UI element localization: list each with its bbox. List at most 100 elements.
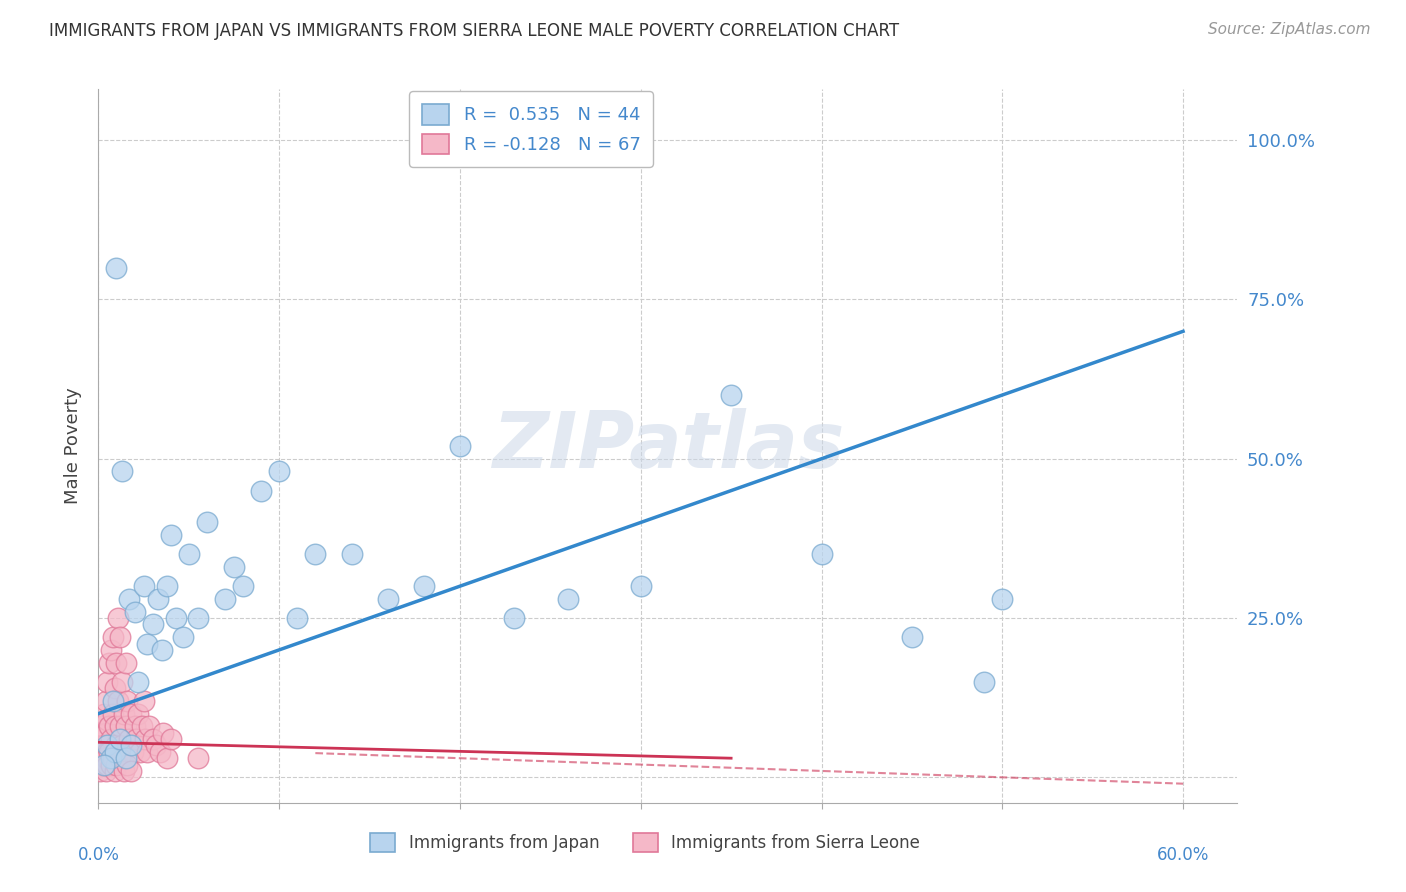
- Point: [114, 719, 136, 733]
- Point: [112, 764, 135, 778]
- Point: [104, 764, 127, 778]
- Point: [136, 745, 159, 759]
- Point: [269, 465, 291, 479]
- Point: [101, 706, 124, 721]
- Point: [630, 579, 652, 593]
- Point: [98, 719, 121, 733]
- Point: [142, 617, 165, 632]
- Point: [100, 732, 122, 747]
- Point: [146, 591, 169, 606]
- Point: [156, 751, 179, 765]
- Point: [93, 706, 115, 721]
- Point: [107, 694, 129, 708]
- Point: [120, 764, 142, 778]
- Point: [132, 579, 155, 593]
- Point: [93, 757, 115, 772]
- Point: [117, 757, 139, 772]
- Point: [100, 751, 122, 765]
- Point: [222, 560, 245, 574]
- Point: [94, 751, 117, 765]
- Point: [120, 706, 142, 721]
- Point: [101, 694, 124, 708]
- Point: [810, 547, 832, 561]
- Point: [93, 751, 115, 765]
- Text: Source: ZipAtlas.com: Source: ZipAtlas.com: [1208, 22, 1371, 37]
- Point: [412, 579, 434, 593]
- Point: [901, 630, 924, 644]
- Point: [124, 605, 146, 619]
- Point: [127, 674, 149, 689]
- Point: [187, 751, 209, 765]
- Point: [117, 694, 139, 708]
- Text: ZIPatlas: ZIPatlas: [492, 408, 844, 484]
- Point: [91, 751, 114, 765]
- Point: [91, 732, 114, 747]
- Point: [108, 732, 131, 747]
- Point: [503, 611, 526, 625]
- Point: [100, 757, 122, 772]
- Point: [89, 757, 111, 772]
- Point: [991, 591, 1014, 606]
- Point: [91, 719, 114, 733]
- Point: [98, 745, 121, 759]
- Point: [108, 719, 131, 733]
- Point: [156, 579, 179, 593]
- Point: [172, 630, 194, 644]
- Point: [214, 591, 236, 606]
- Point: [285, 611, 308, 625]
- Point: [94, 725, 117, 739]
- Point: [136, 636, 159, 650]
- Point: [973, 674, 995, 689]
- Point: [159, 732, 181, 747]
- Point: [114, 751, 136, 765]
- Point: [101, 630, 124, 644]
- Point: [125, 732, 148, 747]
- Legend: Immigrants from Japan, Immigrants from Sierra Leone: Immigrants from Japan, Immigrants from S…: [364, 826, 927, 859]
- Point: [111, 739, 134, 753]
- Point: [101, 751, 124, 765]
- Point: [250, 483, 273, 498]
- Point: [96, 713, 118, 727]
- Point: [100, 643, 122, 657]
- Point: [105, 739, 128, 753]
- Point: [142, 732, 165, 747]
- Point: [132, 694, 155, 708]
- Point: [377, 591, 399, 606]
- Point: [177, 547, 200, 561]
- Point: [118, 591, 141, 606]
- Point: [114, 656, 136, 670]
- Point: [94, 764, 117, 778]
- Point: [124, 719, 146, 733]
- Point: [720, 388, 742, 402]
- Point: [129, 745, 152, 759]
- Point: [98, 656, 121, 670]
- Point: [105, 757, 128, 772]
- Point: [165, 611, 187, 625]
- Text: IMMIGRANTS FROM JAPAN VS IMMIGRANTS FROM SIERRA LEONE MALE POVERTY CORRELATION C: IMMIGRANTS FROM JAPAN VS IMMIGRANTS FROM…: [49, 22, 900, 40]
- Text: 0.0%: 0.0%: [77, 846, 120, 863]
- Point: [149, 745, 172, 759]
- Point: [134, 732, 156, 747]
- Point: [112, 706, 135, 721]
- Point: [94, 694, 117, 708]
- Point: [121, 745, 143, 759]
- Point: [89, 764, 111, 778]
- Point: [557, 591, 579, 606]
- Point: [104, 681, 127, 695]
- Point: [152, 725, 174, 739]
- Point: [120, 739, 142, 753]
- Point: [89, 745, 111, 759]
- Point: [96, 757, 118, 772]
- Point: [93, 757, 115, 772]
- Point: [304, 547, 326, 561]
- Point: [150, 643, 173, 657]
- Point: [232, 579, 254, 593]
- Point: [340, 547, 363, 561]
- Point: [145, 739, 167, 753]
- Point: [96, 745, 118, 759]
- Point: [107, 611, 129, 625]
- Point: [187, 611, 209, 625]
- Point: [105, 260, 128, 275]
- Point: [111, 674, 134, 689]
- Point: [91, 757, 114, 772]
